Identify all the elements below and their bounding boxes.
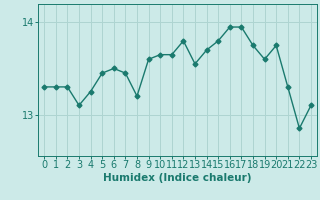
X-axis label: Humidex (Indice chaleur): Humidex (Indice chaleur) — [103, 173, 252, 183]
